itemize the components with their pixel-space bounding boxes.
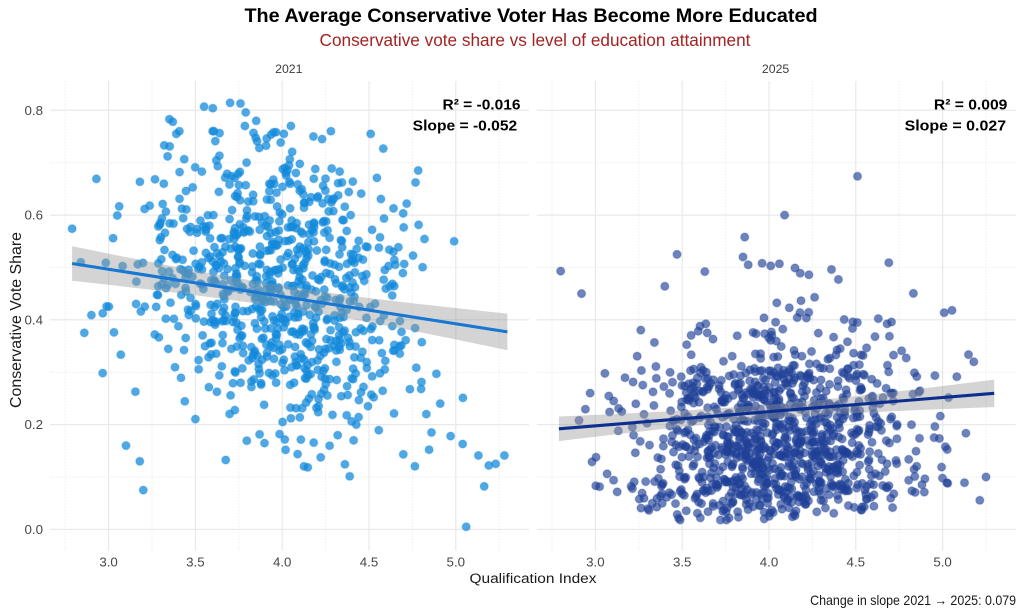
svg-text:Slope = -0.052: Slope = -0.052 (413, 118, 518, 135)
svg-text:4.0: 4.0 (760, 555, 779, 570)
svg-text:4.5: 4.5 (847, 555, 866, 570)
svg-text:R² = -0.016: R² = -0.016 (443, 96, 521, 113)
svg-text:0.4: 0.4 (25, 312, 44, 327)
svg-text:3.0: 3.0 (586, 555, 605, 570)
svg-text:3.5: 3.5 (673, 555, 692, 570)
svg-text:3.5: 3.5 (186, 555, 205, 570)
svg-text:5.0: 5.0 (447, 555, 466, 570)
svg-text:Conservative Vote Share: Conservative Vote Share (8, 232, 25, 408)
svg-text:0.8: 0.8 (25, 103, 44, 118)
svg-text:0.6: 0.6 (25, 208, 44, 223)
svg-text:Conservative vote share vs lev: Conservative vote share vs level of educ… (320, 30, 751, 50)
svg-text:0.0: 0.0 (25, 522, 44, 537)
svg-text:4.0: 4.0 (273, 555, 292, 570)
svg-text:R² = 0.009: R² = 0.009 (934, 96, 1008, 113)
svg-text:2021: 2021 (275, 62, 303, 76)
svg-text:Slope = 0.027: Slope = 0.027 (905, 118, 1007, 135)
svg-text:5.0: 5.0 (933, 555, 952, 570)
svg-text:3.0: 3.0 (99, 555, 118, 570)
svg-text:The Average Conservative Voter: The Average Conservative Voter Has Becom… (244, 5, 817, 27)
svg-text:Qualification Index: Qualification Index (470, 571, 597, 587)
svg-text:Change in slope 2021 → 2025: 0: Change in slope 2021 → 2025: 0.079 (810, 592, 1016, 608)
svg-text:2025: 2025 (762, 62, 790, 76)
svg-text:0.2: 0.2 (25, 417, 44, 432)
svg-text:4.5: 4.5 (360, 555, 379, 570)
